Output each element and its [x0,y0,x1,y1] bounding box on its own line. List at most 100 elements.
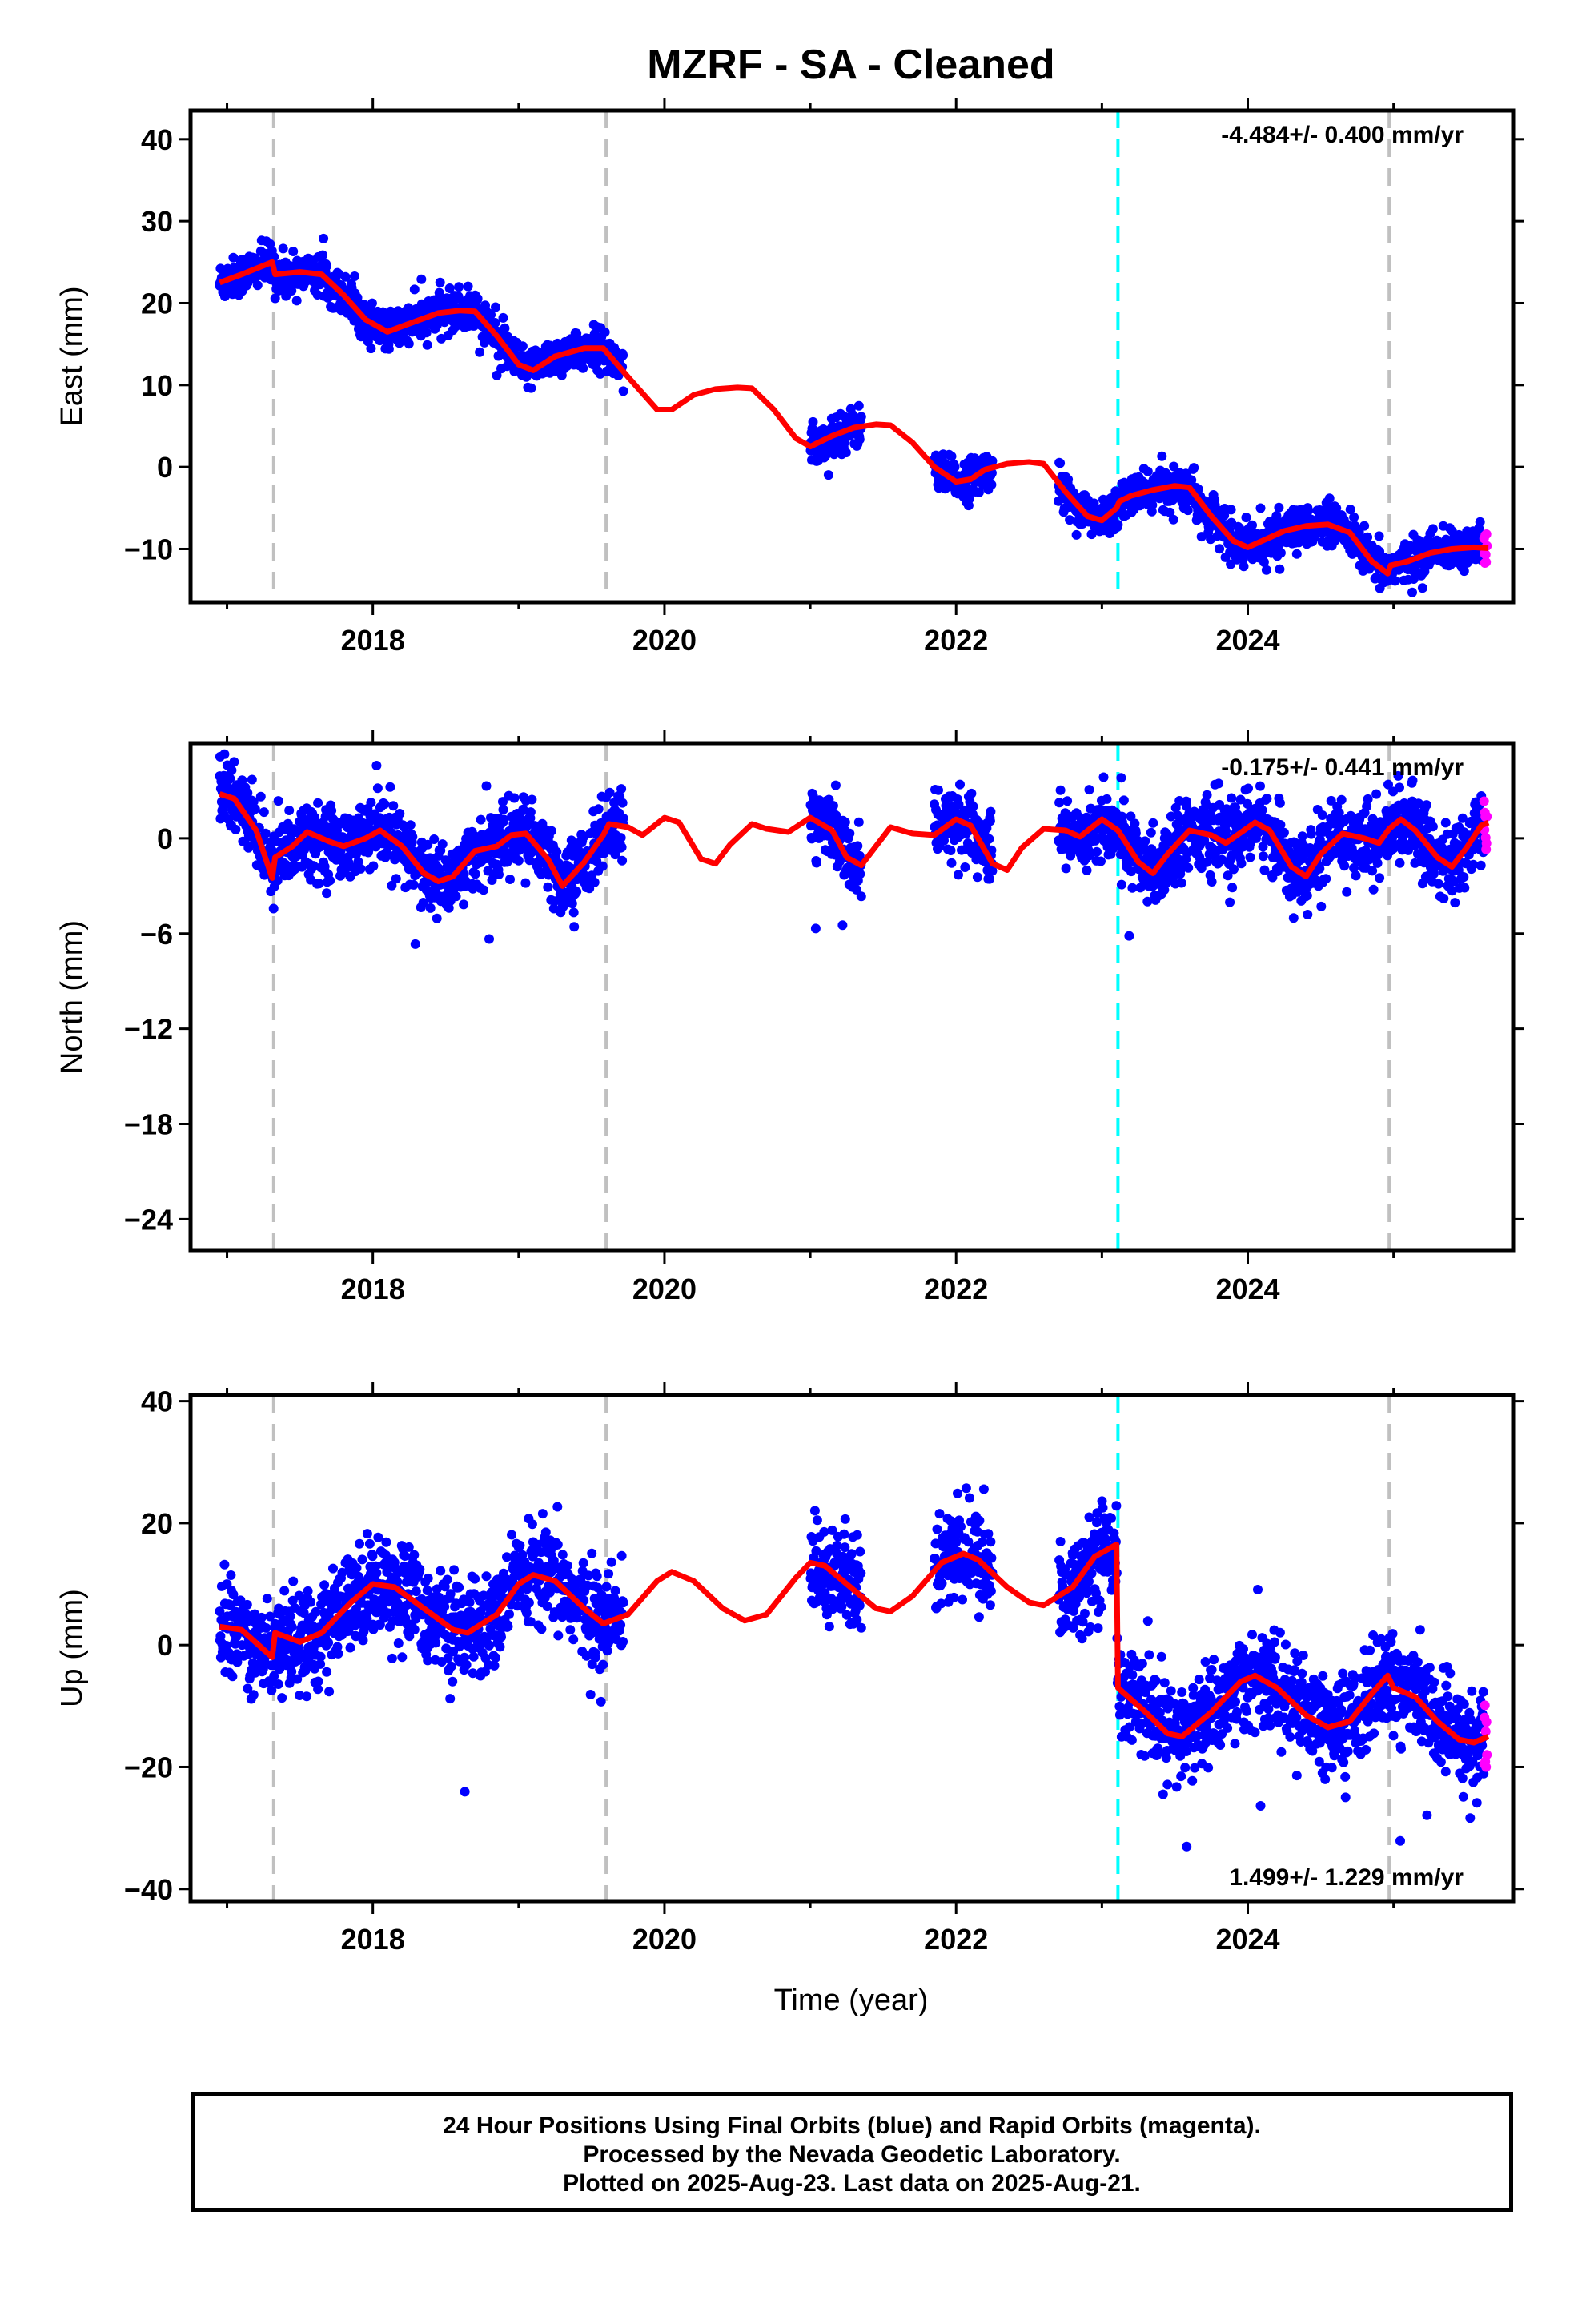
final-orbit-point [1182,505,1193,516]
final-orbit-point [237,775,247,786]
final-orbit-point [985,816,995,826]
final-orbit-point [1189,463,1199,473]
final-orbit-point [285,1611,295,1622]
final-orbit-point [476,814,486,825]
final-orbit-point [810,923,821,934]
final-orbit-point [1302,891,1312,901]
final-orbit-point [319,233,329,243]
final-orbit-point [569,922,580,932]
final-orbit-point [1055,458,1066,468]
final-orbit-point [1374,531,1384,541]
final-orbit-point [1362,802,1372,811]
final-orbit-point [546,826,556,836]
final-orbit-point [463,281,473,292]
final-orbit-point [248,797,259,806]
final-orbit-point [1324,493,1335,504]
final-orbit-point [291,296,302,306]
final-orbit-point [228,252,239,263]
final-orbit-point [371,761,382,770]
final-orbit-point [268,903,279,914]
final-orbit-point [1219,510,1230,521]
final-orbit-point [1395,858,1405,868]
final-orbit-point [225,1600,235,1610]
final-orbit-point [318,250,328,260]
final-orbit-point [1259,557,1269,567]
final-orbit-point [604,787,615,798]
final-orbit-point [1291,549,1302,559]
final-orbit-point [502,857,512,867]
final-orbit-point [1227,793,1237,803]
final-orbit-point [1447,886,1457,896]
final-orbit-point [1407,587,1417,597]
final-orbit-point [470,869,480,879]
final-orbit-point [277,1693,287,1703]
final-orbit-point [284,806,295,815]
final-orbit-point [272,875,283,886]
x-tick-label: 2024 [1215,1273,1279,1305]
final-orbit-point [1092,846,1102,857]
y-tick-label: −12 [124,1013,173,1046]
final-orbit-point [1236,858,1247,869]
final-orbit-point [564,862,575,873]
final-orbit-point [518,804,528,814]
chart-title: MZRF - SA - Cleaned [647,42,1054,88]
final-orbit-point [618,350,628,360]
final-orbit-point [260,828,271,838]
final-orbit-point [828,801,838,811]
final-orbit-point [567,899,577,909]
final-orbit-point [1054,496,1064,506]
final-orbit-point [479,885,488,895]
rapid-orbit-point [1481,838,1492,849]
final-orbit-point [1157,451,1167,461]
final-orbit-point [408,832,418,842]
final-orbit-point [367,298,377,308]
final-orbit-point [1306,829,1316,839]
final-orbit-point [231,824,241,834]
final-orbit-point [252,280,263,291]
final-orbit-point [1459,872,1469,883]
final-orbit-point [1439,893,1449,903]
model-curve [219,259,1489,577]
final-orbit-point [379,799,390,810]
final-orbit-point [1142,466,1153,476]
rapid-orbit-point [1481,557,1492,567]
final-orbit-point [404,339,414,349]
final-orbit-point [987,456,998,466]
final-orbit-point [248,1690,259,1700]
final-orbit-point [372,783,383,794]
final-orbit-point [1383,779,1393,790]
final-orbit-point [610,850,620,860]
final-orbit-point [960,862,970,872]
final-orbit-point [513,855,524,866]
final-orbit-point [437,839,448,850]
final-orbit-point [974,487,984,497]
final-orbit-point [325,875,335,886]
final-orbit-point [1274,502,1284,513]
final-orbit-point [366,344,376,354]
final-orbit-point [1395,782,1404,793]
final-orbit-point [1086,529,1097,540]
final-orbit-point [498,312,508,323]
final-orbit-point [255,791,266,802]
final-orbit-point [831,810,841,821]
final-orbit-point [946,846,956,855]
final-orbit-point [808,416,818,427]
final-orbit-point [243,1683,253,1694]
final-orbit-point [1427,524,1438,534]
final-orbit-point [459,899,469,910]
final-orbit-point [1367,866,1378,876]
final-orbit-point [856,891,866,902]
final-orbit-point [1210,500,1220,510]
final-orbit-point [492,370,502,380]
final-orbit-point [261,1622,271,1633]
final-orbit-point [525,807,536,818]
final-orbit-point [1288,913,1299,923]
final-orbit-point [840,817,850,827]
final-orbit-point [435,277,445,287]
y-tick-label: −18 [124,1108,173,1141]
final-orbit-point [984,874,994,884]
final-orbit-point [617,855,628,866]
final-orbit-point [1255,781,1265,791]
final-orbit-point [1255,503,1266,513]
